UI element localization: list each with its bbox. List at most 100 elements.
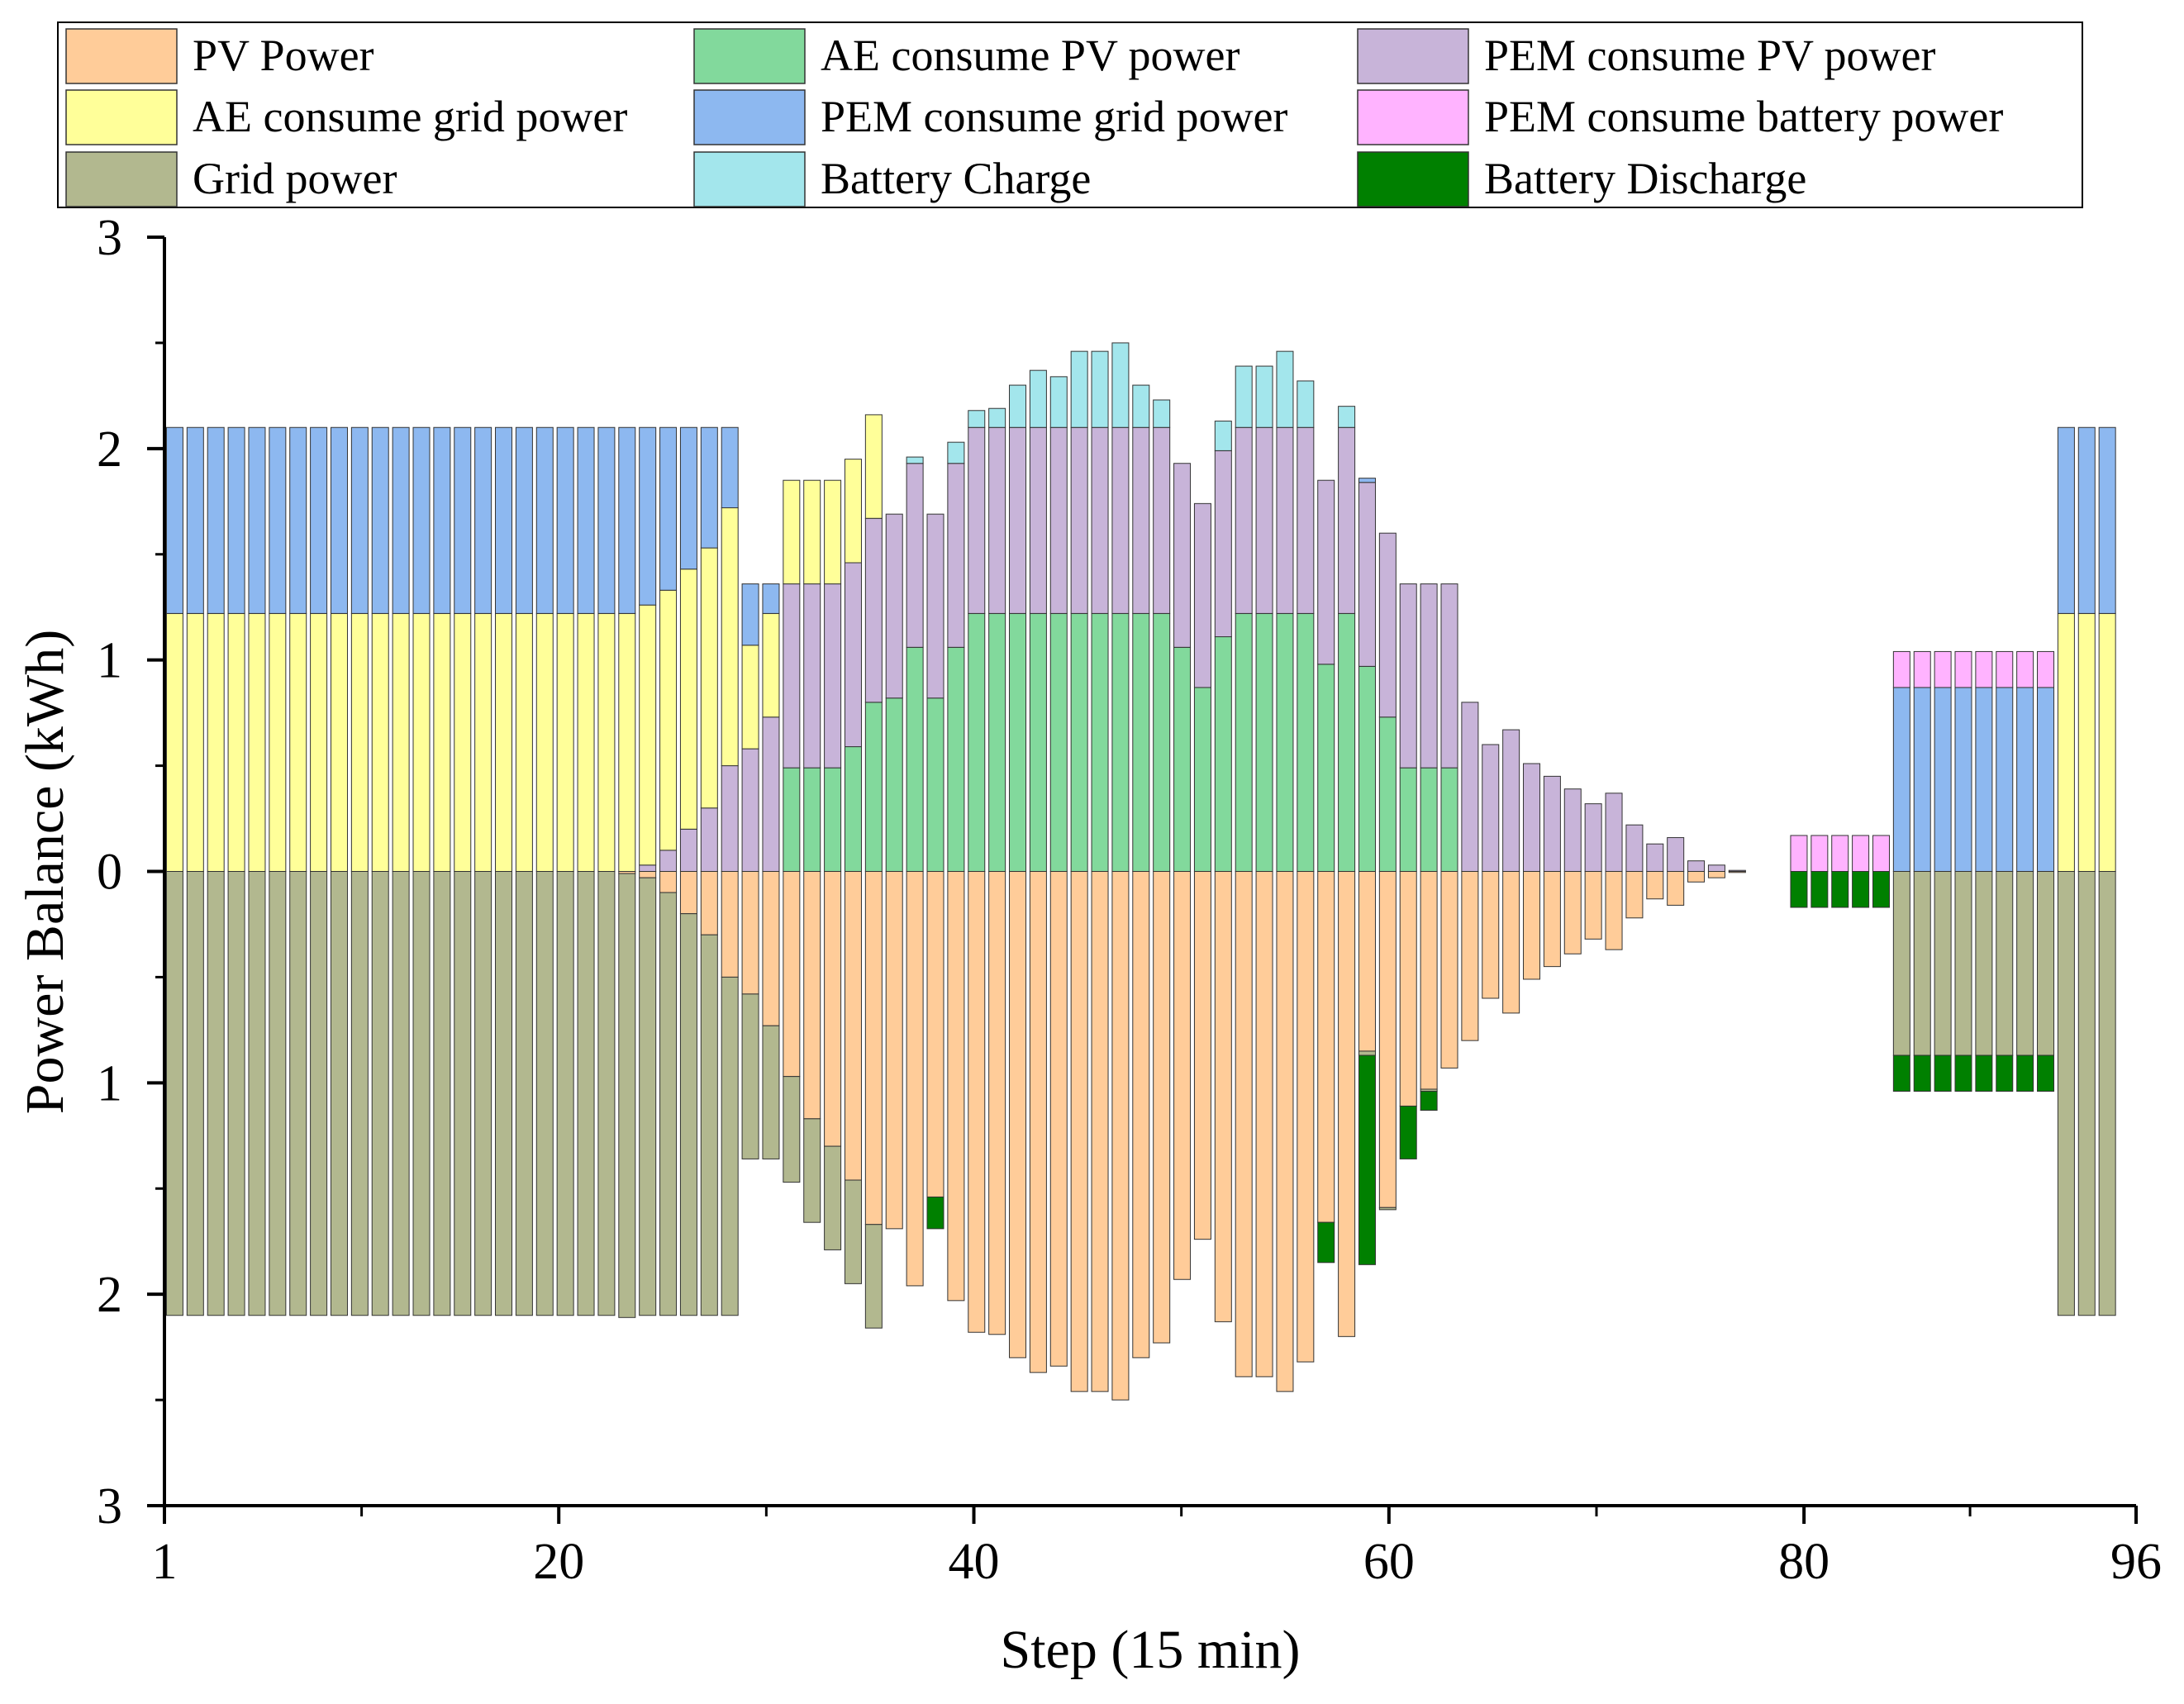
bar-segment-ae-grid [269,612,287,872]
bar-segment-pem-grid [1913,687,1931,872]
bar-segment-bat-charge [1214,421,1232,451]
bar-segment-bat-dis [1954,1054,1972,1092]
legend-frame [57,21,2083,208]
bar-segment-pem-pv [1235,426,1253,614]
bar-segment-pem-grid [412,426,431,614]
bar-segment-pem-pv [1420,583,1438,769]
bar-segment-bat-charge [1070,350,1088,428]
bar-segment-pem-pv [1049,426,1068,614]
bar-segment-pv [1214,871,1232,1322]
bar-segment-pem-grid [515,426,533,614]
bar-segment-grid [289,871,307,1316]
bar-segment-ae-pv [1440,767,1458,873]
y-tick-label: 2 [97,1267,122,1323]
bar-segment-grid [803,1118,821,1223]
bar-segment-ae-grid [556,612,574,872]
bar-segment-pv [1482,871,1500,999]
bar-segment-ae-grid [659,589,678,851]
bar-segment-ae-pv [926,697,944,872]
legend-swatch-pv [65,28,178,84]
bar-segment-pv [1111,871,1130,1401]
bar-segment-grid [371,871,389,1316]
bar-segment-pem-pv [762,716,780,872]
x-tick-label: 96 [2110,1534,2162,1590]
bar-segment-ae-pv [1276,612,1294,872]
x-tick-label: 20 [533,1534,584,1590]
y-tick-label: 3 [97,210,122,266]
bar-segment-grid [597,871,616,1316]
bar-segment-ae-pv [1255,612,1273,872]
bar-segment-pem-bat [1975,650,1993,688]
bar-segment-bat-dis [1872,871,1890,908]
bar-segment-pem-bat [1934,650,1952,688]
bar-segment-pem-grid [495,426,513,614]
bar-segment-pv [679,871,697,915]
bar-segment-pem-pv [803,583,821,769]
legend-label-bat-dis: Battery Discharge [1484,154,1806,203]
bar-segment-pv [700,871,718,935]
bar-segment-ae-pv [1029,612,1047,872]
bar-segment-bat-charge [988,407,1006,428]
legend-swatch-ae-grid [65,89,178,145]
bar-segment-pem-grid [310,426,328,614]
bar-segment-bat-dis [1934,1054,1952,1092]
bar-segment-ae-grid [639,604,657,866]
bar-segment-pv [1502,871,1520,1014]
bar-segment-pem-pv [1563,788,1582,872]
legend-label-pem-bat: PEM consume battery power [1484,92,2003,141]
bar-segment-bat-dis [1831,871,1849,908]
bar-segment-ae-grid [597,612,616,872]
bar-segment-pem-pv [639,864,657,872]
bar-segment-pem-pv [1482,744,1500,872]
bar-segment-grid [310,871,328,1316]
bar-segment-grid [659,892,678,1316]
bar-segment-pem-grid [227,426,245,614]
bar-segment-pem-pv [1707,864,1725,872]
bar-segment-ae-pv [947,646,965,872]
bar-segment-pem-grid [371,426,389,614]
bar-segment-bat-dis [1399,1105,1417,1159]
bar-segment-pem-pv [1687,860,1706,872]
bar-segment-pv [659,871,678,893]
bar-segment-pem-pv [926,513,944,699]
bar-segment-grid [2057,871,2075,1316]
bar-segment-pem-grid [186,426,204,614]
bar-segment-grid [824,1145,842,1250]
bar-segment-grid [639,877,657,1316]
bar-segment-pem-bat [1810,835,1829,873]
bar-segment-pv [906,871,924,1287]
bar-segment-pem-pv [1132,426,1150,614]
bar-segment-pem-grid [679,426,697,570]
bar-segment-pem-grid [330,426,348,614]
bar-segment-pem-bat [1831,835,1849,873]
bar-segment-pv [1563,871,1582,954]
bar-segment-ae-grid [577,612,595,872]
bar-segment-ae-pv [864,702,883,873]
bar-segment-pem-grid [762,583,780,614]
bar-segment-ae-pv [1070,612,1088,872]
bar-segment-pem-grid [1934,687,1952,872]
bar-segment-ae-pv [803,767,821,873]
bar-segment-pem-grid [248,426,266,614]
bar-segment-ae-grid [721,507,739,767]
bar-segment-pem-pv [1667,837,1685,873]
bar-segment-bat-dis [1975,1054,1993,1092]
bar-segment-pem-pv [844,562,862,748]
bar-segment-bat-charge [906,456,924,464]
bar-segment-bat-charge [1338,406,1356,428]
bar-segment-ae-grid [618,612,636,872]
bar-segment-pem-pv [1111,426,1130,614]
bar-segment-ae-grid [700,547,718,809]
bar-segment-ae-grid [310,612,328,872]
legend-label-grid: Grid power [193,154,397,203]
bar-segment-pem-pv [968,426,986,614]
bar-segment-grid [269,871,287,1316]
bar-segment-pem-pv [864,517,883,703]
bar-segment-pem-pv [1029,426,1047,614]
bar-segment-pem-bat [1996,650,2014,688]
bar-segment-ae-pv [1111,612,1130,872]
bar-segment-pem-grid [721,426,739,508]
bar-segment-pv [968,871,986,1333]
bar-segment-pem-grid [392,426,410,614]
